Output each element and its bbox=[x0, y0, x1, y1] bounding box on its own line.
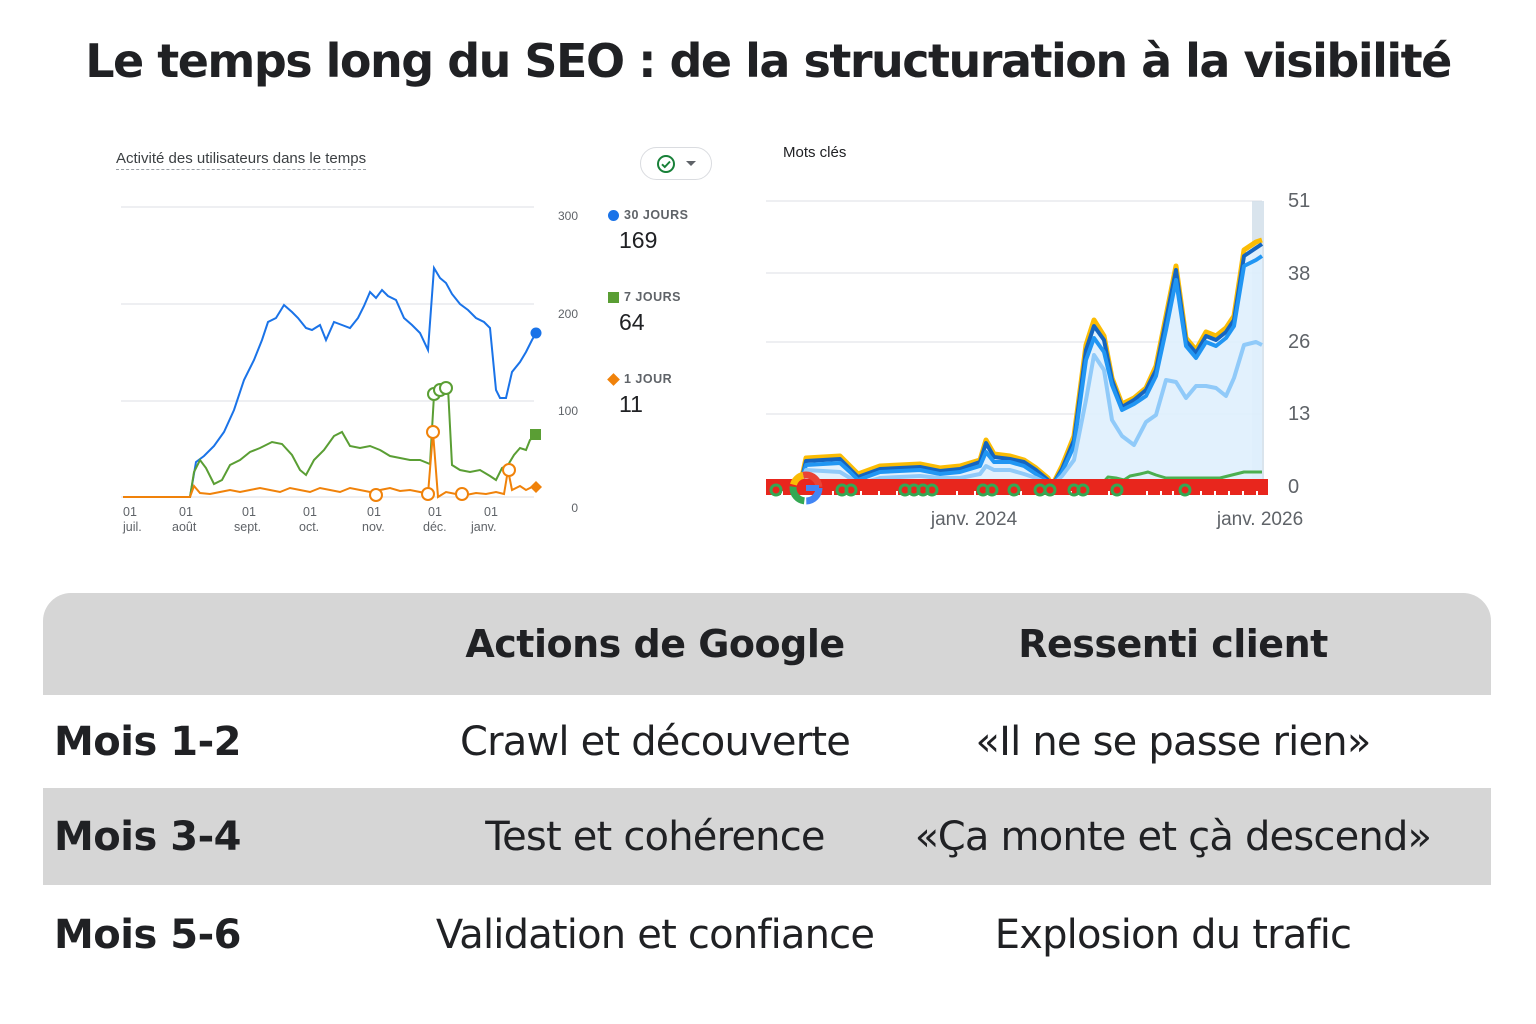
svg-text:sept.: sept. bbox=[234, 520, 261, 534]
client-feeling: «Il ne se passe rien» bbox=[975, 718, 1371, 765]
google-action: Crawl et découverte bbox=[459, 718, 851, 765]
client-feeling: Explosion du trafic bbox=[994, 912, 1352, 958]
page-title: Le temps long du SEO : de la structurati… bbox=[85, 34, 1452, 88]
period-label: Mois 3-4 bbox=[54, 813, 242, 860]
svg-text:01: 01 bbox=[123, 505, 137, 519]
circle-marker-icon bbox=[608, 209, 619, 221]
svg-text:01: 01 bbox=[179, 505, 193, 519]
table-row: Mois 5-6 Validation et confiance Explosi… bbox=[43, 885, 1491, 985]
y-tick: 13 bbox=[1288, 403, 1310, 425]
legend-7-jours[interactable]: 7 JOURS 64 bbox=[608, 290, 681, 336]
series-7-jours bbox=[123, 387, 537, 498]
metric-value: 64 bbox=[619, 309, 645, 335]
svg-text:nov.: nov. bbox=[362, 520, 385, 534]
y-tick: 51 bbox=[1288, 190, 1310, 212]
x-tick: janv. 2024 bbox=[930, 509, 1018, 530]
metric-value: 169 bbox=[619, 227, 658, 253]
google-action: Test et cohérence bbox=[485, 813, 825, 860]
google-action: Validation et confiance bbox=[435, 912, 875, 958]
square-marker-icon bbox=[608, 291, 619, 303]
table-row: Mois 1-2 Crawl et découverte «Il ne se p… bbox=[43, 695, 1491, 788]
svg-text:août: août bbox=[172, 520, 197, 534]
client-feeling: «Ça monte et çà descend» bbox=[914, 813, 1432, 860]
series-30-jours bbox=[123, 264, 537, 498]
period-label: Mois 1-2 bbox=[54, 718, 242, 765]
header-client-feeling: Ressenti client bbox=[1018, 622, 1328, 666]
legend-30-jours[interactable]: 30 JOURS 169 bbox=[608, 208, 688, 254]
metric-value: 11 bbox=[619, 391, 643, 417]
svg-text:déc.: déc. bbox=[423, 520, 447, 534]
caret-down-icon bbox=[686, 161, 696, 166]
header-google-actions: Actions de Google bbox=[465, 622, 845, 666]
y-tick: 38 bbox=[1288, 263, 1310, 285]
svg-text:01: 01 bbox=[367, 505, 381, 519]
svg-text:01: 01 bbox=[484, 505, 498, 519]
y-tick: 0 bbox=[571, 501, 578, 515]
svg-text:01: 01 bbox=[242, 505, 256, 519]
keywords-chart-title: Mots clés bbox=[783, 144, 847, 161]
y-tick: 0 bbox=[1288, 476, 1299, 498]
table-row: Mois 3-4 Test et cohérence «Ça monte et … bbox=[43, 788, 1491, 885]
y-tick: 26 bbox=[1288, 331, 1310, 353]
y-tick: 200 bbox=[558, 307, 578, 321]
svg-text:janv.: janv. bbox=[470, 520, 496, 534]
keywords-area-chart: 51 38 26 13 0 janv. 2024 janv. 2026 bbox=[766, 190, 1310, 530]
svg-text:oct.: oct. bbox=[299, 520, 319, 534]
comparison-toggle-button[interactable] bbox=[640, 147, 712, 180]
legend-1-jour[interactable]: 1 JOUR 11 bbox=[607, 372, 672, 418]
google-logo-icon bbox=[789, 471, 823, 505]
svg-text:01: 01 bbox=[303, 505, 317, 519]
seo-timeline-table: Actions de Google Ressenti client Mois 1… bbox=[43, 593, 1491, 998]
table-header-row: Actions de Google Ressenti client bbox=[43, 593, 1491, 695]
y-tick: 100 bbox=[558, 404, 578, 418]
svg-text:01: 01 bbox=[428, 505, 442, 519]
google-update-markers bbox=[769, 483, 1192, 497]
x-tick: janv. 2026 bbox=[1216, 509, 1303, 530]
activity-chart-title[interactable]: Activité des utilisateurs dans le temps bbox=[116, 150, 367, 170]
y-tick: 300 bbox=[558, 209, 578, 223]
period-label: Mois 5-6 bbox=[54, 912, 242, 958]
svg-text:juil.: juil. bbox=[122, 520, 142, 534]
check-circle-icon bbox=[657, 154, 675, 173]
